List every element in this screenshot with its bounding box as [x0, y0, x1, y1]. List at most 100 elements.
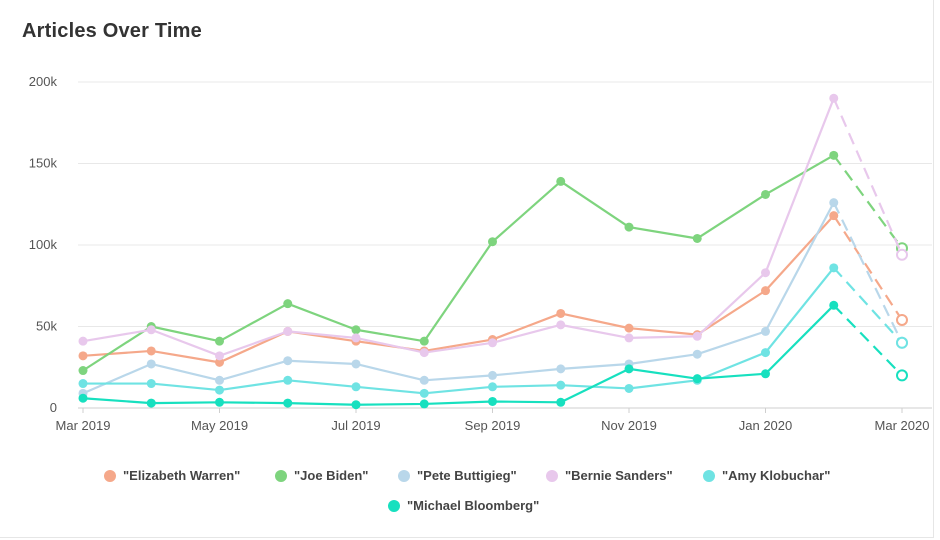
data-point[interactable] [351, 359, 361, 369]
legend-swatch [388, 499, 400, 512]
data-point[interactable] [488, 370, 497, 380]
data-point[interactable] [761, 189, 770, 199]
data-point[interactable] [829, 263, 839, 273]
data-point-projected[interactable] [896, 336, 908, 349]
x-tick-label: Jul 2019 [331, 418, 380, 433]
data-point[interactable] [78, 379, 88, 389]
data-point[interactable] [829, 93, 839, 103]
data-point[interactable] [78, 351, 88, 361]
legend-item[interactable]: "Amy Klobuchar" [703, 468, 830, 483]
data-point[interactable] [624, 364, 634, 374]
data-point[interactable] [556, 320, 566, 330]
data-point[interactable] [829, 198, 839, 208]
legend-item[interactable]: "Pete Buttigieg" [398, 468, 517, 483]
data-point[interactable] [351, 333, 361, 343]
data-point[interactable] [215, 351, 224, 361]
data-point[interactable] [283, 326, 293, 336]
data-point[interactable] [351, 382, 361, 392]
x-axis: Mar 2019 May 2019 Jul 2019 Sep 2019 Nov 2019… [56, 408, 930, 433]
data-point[interactable] [761, 268, 770, 278]
x-tick-label: Sep 2019 [465, 418, 521, 433]
data-point[interactable] [419, 399, 429, 409]
series-3 [78, 93, 908, 361]
data-point-projected[interactable] [896, 369, 908, 382]
series-line [82, 97, 835, 357]
data-point[interactable] [692, 233, 702, 243]
legend-swatch [104, 469, 116, 482]
data-point[interactable] [556, 308, 566, 318]
data-point[interactable] [761, 326, 770, 336]
data-point[interactable] [351, 400, 361, 410]
data-point[interactable] [556, 176, 566, 186]
data-point-projected[interactable] [896, 248, 908, 261]
data-point[interactable] [829, 211, 839, 221]
data-point[interactable] [419, 388, 429, 398]
legend-swatch [703, 469, 715, 482]
data-point[interactable] [761, 348, 770, 358]
data-point[interactable] [488, 396, 497, 406]
data-point-projected[interactable] [896, 313, 908, 326]
data-point[interactable] [624, 333, 634, 343]
data-point[interactable] [488, 237, 497, 247]
data-point[interactable] [78, 366, 88, 376]
data-point[interactable] [283, 356, 293, 366]
data-point[interactable] [692, 374, 702, 384]
data-point[interactable] [692, 349, 702, 359]
data-point[interactable] [488, 382, 497, 392]
x-tick-label: Nov 2019 [601, 418, 657, 433]
legend-label: "Pete Buttigieg" [417, 468, 517, 483]
data-point[interactable] [419, 348, 429, 358]
data-point[interactable] [556, 380, 566, 390]
data-point[interactable] [215, 357, 224, 367]
series-projection-line [832, 154, 903, 249]
series-projection-line [832, 215, 903, 321]
data-point[interactable] [488, 338, 497, 348]
data-point[interactable] [215, 397, 224, 407]
data-point[interactable] [146, 398, 156, 408]
data-point[interactable] [624, 222, 634, 232]
data-point[interactable] [419, 375, 429, 385]
data-point[interactable] [761, 286, 770, 296]
data-point[interactable] [146, 346, 156, 356]
data-point[interactable] [556, 397, 566, 407]
legend-label: "Bernie Sanders" [565, 468, 673, 483]
data-point[interactable] [283, 375, 293, 385]
data-point[interactable] [78, 336, 88, 346]
data-point[interactable] [283, 398, 293, 408]
y-axis: 0 50k 100k 150k 200k [29, 74, 58, 415]
data-point[interactable] [146, 379, 156, 389]
y-tick-label: 0 [50, 400, 57, 415]
data-point[interactable] [283, 299, 293, 309]
legend-item[interactable]: "Joe Biden" [275, 468, 368, 483]
legend-item[interactable]: "Elizabeth Warren" [104, 468, 240, 483]
data-point[interactable] [829, 300, 839, 310]
data-point[interactable] [78, 393, 88, 403]
data-point[interactable] [215, 385, 224, 395]
chart-title: Articles Over Time [22, 20, 202, 42]
series-line [82, 154, 835, 372]
legend-item[interactable]: "Michael Bloomberg" [388, 498, 539, 513]
series-projection-line [832, 202, 903, 344]
data-point[interactable] [624, 323, 634, 333]
data-point[interactable] [761, 369, 770, 379]
data-point[interactable] [146, 325, 156, 335]
data-point[interactable] [215, 336, 224, 346]
data-point[interactable] [556, 364, 566, 374]
data-point[interactable] [624, 383, 634, 393]
series-4 [78, 263, 908, 398]
legend-swatch [275, 469, 287, 482]
data-point[interactable] [146, 359, 156, 369]
series-line [82, 202, 835, 395]
x-tick-label: Mar 2020 [875, 418, 930, 433]
series-line [83, 267, 835, 395]
x-tick-label: May 2019 [191, 418, 248, 433]
series-group [78, 93, 908, 410]
data-point[interactable] [692, 331, 702, 341]
data-point[interactable] [829, 150, 839, 160]
data-point[interactable] [215, 375, 224, 385]
legend-item[interactable]: "Bernie Sanders" [546, 468, 673, 483]
y-tick-label: 50k [36, 319, 57, 334]
line-chart: 0 50k 100k 150k 200k Mar 2019 May 2019 Jul 201… [29, 74, 932, 433]
data-point[interactable] [351, 325, 361, 335]
data-point[interactable] [419, 336, 429, 346]
